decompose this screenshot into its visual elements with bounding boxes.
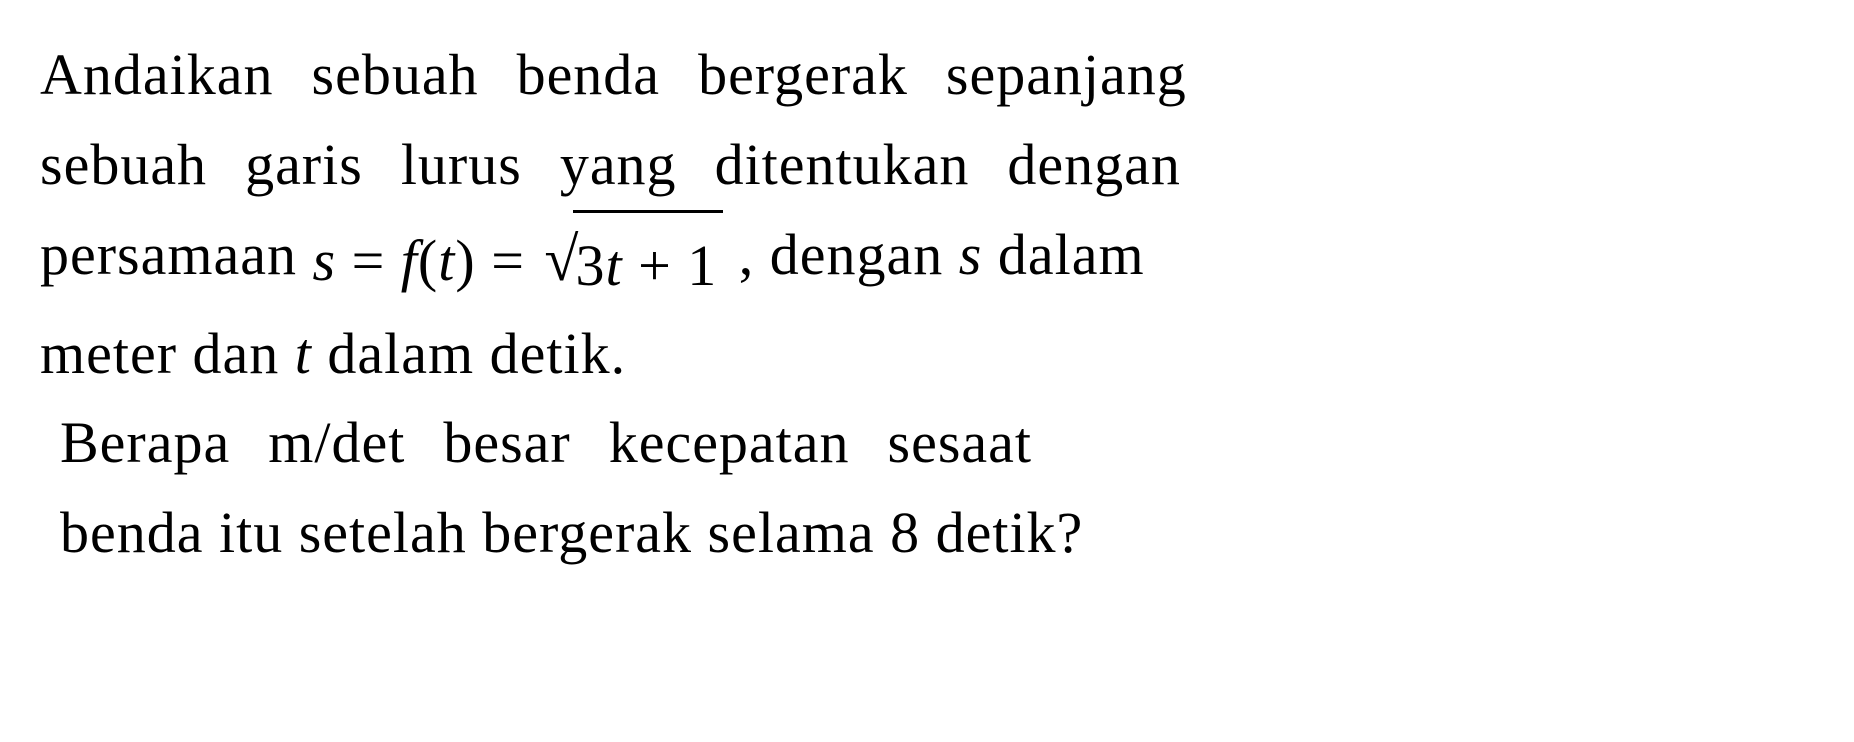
variable-t: t xyxy=(605,233,622,298)
equals-sign: = xyxy=(491,228,525,293)
text-word: detik. xyxy=(490,321,626,386)
text-word: ditentukan xyxy=(715,132,970,197)
question-line-1: Berapa m/det besar kecepatan sesaat xyxy=(40,398,1814,488)
text-word: sesaat xyxy=(888,410,1033,475)
paren-open: ( xyxy=(418,228,438,293)
equation-expression: s = f(t) = √3t + 1 xyxy=(312,212,723,308)
function-f: f xyxy=(401,228,418,293)
math-problem-text: Andaikan sebuah benda bergerak sepanjang seb… xyxy=(40,30,1814,578)
problem-line-1: Andaikan sebuah benda bergerak sepanjang xyxy=(40,30,1814,120)
text-word: benda xyxy=(517,42,661,107)
problem-line-3: persamaan s = f(t) = √3t + 1 , dengan s … xyxy=(40,210,1814,309)
problem-line-2: sebuah garis lurus yang ditentukan dengan xyxy=(40,120,1814,210)
text-word: kecepatan xyxy=(609,410,850,475)
text-word: besar xyxy=(443,410,570,475)
text-word: Andaikan xyxy=(40,42,274,107)
equals-sign: = xyxy=(352,228,386,293)
number-3: 3 xyxy=(575,233,605,298)
radicand: 3t + 1 xyxy=(573,210,723,305)
text-word: sepanjang xyxy=(946,42,1187,107)
text-word: dengan xyxy=(770,222,944,287)
text-word: meter xyxy=(40,321,177,386)
plus-sign: + xyxy=(623,233,688,298)
text-word: bergerak xyxy=(698,42,908,107)
variable-s: s xyxy=(959,222,983,287)
text-sentence: benda itu setelah bergerak selama 8 deti… xyxy=(60,500,1083,565)
text-word: sebuah xyxy=(312,42,479,107)
square-root-expression: √3t + 1 xyxy=(544,212,723,308)
text-word: Berapa xyxy=(60,410,230,475)
text-word: dalam xyxy=(998,222,1145,287)
text-word: dan xyxy=(193,321,280,386)
text-word: dalam xyxy=(327,321,474,386)
comma: , xyxy=(739,222,755,287)
number-1: 1 xyxy=(687,233,717,298)
text-word: lurus xyxy=(401,132,522,197)
problem-line-4: meter dan t dalam detik. xyxy=(40,309,1814,399)
paren-close: ) xyxy=(455,228,475,293)
text-word: garis xyxy=(245,132,363,197)
text-word: dengan xyxy=(1007,132,1181,197)
variable-t: t xyxy=(438,228,455,293)
variable-s: s xyxy=(312,228,336,293)
text-word: persamaan xyxy=(40,222,297,287)
variable-t: t xyxy=(295,321,312,386)
text-word: m/det xyxy=(268,410,405,475)
text-word: sebuah xyxy=(40,132,207,197)
text-word: yang xyxy=(560,132,677,197)
question-line-2: benda itu setelah bergerak selama 8 deti… xyxy=(40,488,1814,578)
